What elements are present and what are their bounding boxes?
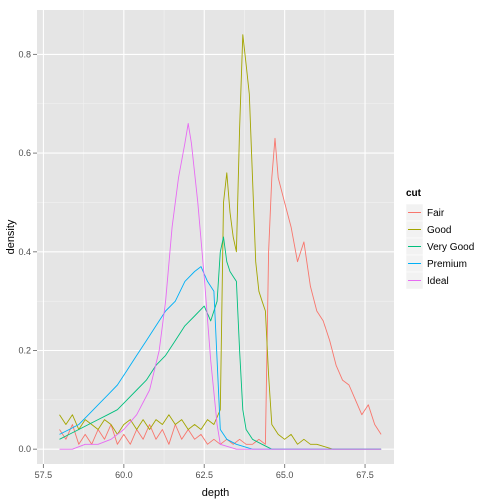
x-tick-marks: 57.5 60.0 62.5 65.0 67.5	[35, 464, 374, 480]
y-tick-label: 0.2	[18, 346, 31, 356]
x-tick-label: 60.0	[115, 470, 133, 480]
series-line-premium	[59, 266, 382, 450]
y-tick-label: 0.4	[18, 247, 31, 257]
series-line-good	[59, 34, 382, 450]
x-tick-label: 65.0	[276, 470, 294, 480]
legend-label: Ideal	[427, 276, 449, 287]
series-line-ideal	[59, 123, 382, 450]
legend-title: cut	[406, 188, 422, 199]
x-tick-label: 57.5	[35, 470, 53, 480]
legend: cut Fair Good Very Good Premium Ideal	[405, 188, 474, 290]
plot-panel	[37, 10, 394, 464]
legend-label: Premium	[427, 259, 467, 270]
legend-label: Very Good	[427, 242, 474, 253]
legend-label: Fair	[427, 208, 445, 219]
y-tick-label: 0.8	[18, 49, 31, 59]
legend-label: Good	[427, 225, 451, 236]
data-lines	[59, 34, 382, 450]
y-tick-marks: 0.0 0.2 0.4 0.6 0.8	[18, 49, 37, 454]
x-tick-label: 67.5	[356, 470, 374, 480]
minor-gridlines	[37, 10, 394, 464]
y-tick-label: 0.6	[18, 148, 31, 158]
x-tick-label: 62.5	[195, 470, 213, 480]
y-tick-label: 0.0	[18, 444, 31, 454]
y-axis-title: density	[5, 219, 17, 254]
series-line-very-good	[59, 236, 382, 450]
x-axis-title: depth	[202, 487, 230, 499]
